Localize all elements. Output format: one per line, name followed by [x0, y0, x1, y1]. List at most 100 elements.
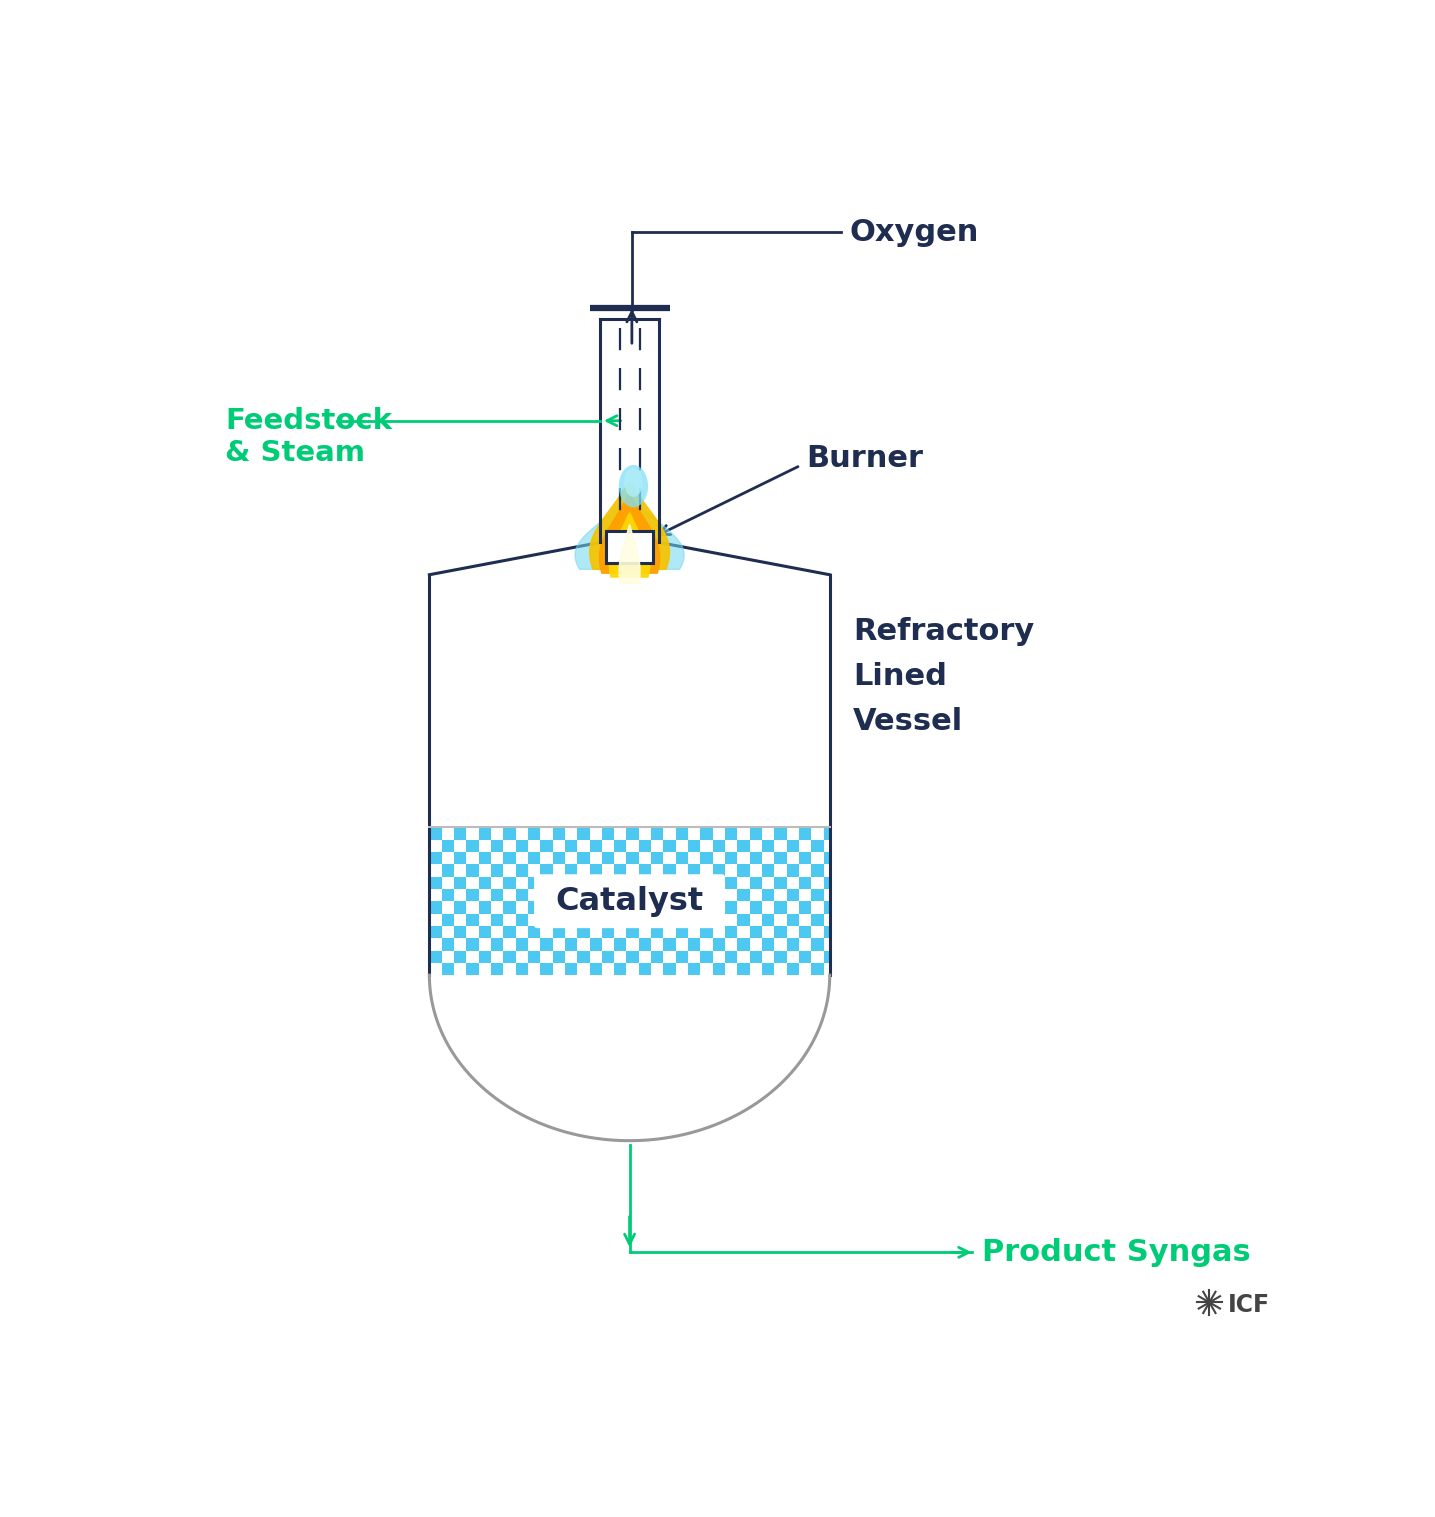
Bar: [491, 839, 504, 853]
Bar: [515, 938, 528, 951]
Bar: [601, 839, 614, 853]
Bar: [775, 877, 786, 889]
Bar: [479, 951, 491, 963]
Bar: [811, 925, 824, 938]
Bar: [775, 865, 786, 877]
Bar: [700, 963, 713, 975]
Bar: [504, 889, 515, 901]
Bar: [639, 865, 651, 877]
Bar: [479, 853, 491, 865]
Bar: [749, 827, 762, 839]
Bar: [786, 938, 799, 951]
Bar: [651, 938, 663, 951]
Bar: [479, 913, 491, 925]
Bar: [713, 951, 725, 963]
Bar: [639, 901, 651, 913]
Bar: [466, 839, 479, 853]
Bar: [700, 925, 713, 938]
Bar: [676, 925, 689, 938]
Bar: [663, 938, 676, 951]
Bar: [590, 853, 601, 865]
Bar: [676, 877, 689, 889]
Bar: [676, 827, 689, 839]
Bar: [565, 827, 577, 839]
Bar: [824, 827, 829, 839]
Bar: [614, 901, 627, 913]
Bar: [540, 951, 552, 963]
Bar: [663, 889, 676, 901]
Bar: [528, 901, 540, 913]
Bar: [725, 877, 738, 889]
Bar: [466, 853, 479, 865]
Bar: [552, 951, 565, 963]
Bar: [738, 901, 749, 913]
Bar: [786, 889, 799, 901]
Bar: [515, 865, 528, 877]
Bar: [466, 925, 479, 938]
Bar: [700, 839, 713, 853]
Bar: [515, 925, 528, 938]
Bar: [725, 853, 738, 865]
Bar: [811, 877, 824, 889]
Bar: [811, 827, 824, 839]
Bar: [442, 925, 453, 938]
Bar: [453, 827, 466, 839]
Bar: [453, 877, 466, 889]
Bar: [552, 963, 565, 975]
Bar: [700, 901, 713, 913]
Bar: [540, 913, 552, 925]
Bar: [552, 925, 565, 938]
Bar: [491, 877, 504, 889]
Bar: [676, 865, 689, 877]
Bar: [577, 925, 590, 938]
Bar: [762, 827, 775, 839]
Bar: [824, 938, 829, 951]
Bar: [540, 853, 552, 865]
Bar: [738, 877, 749, 889]
Bar: [515, 853, 528, 865]
Bar: [799, 827, 811, 839]
Bar: [811, 963, 824, 975]
Bar: [725, 901, 738, 913]
Bar: [762, 913, 775, 925]
Bar: [700, 951, 713, 963]
Bar: [651, 951, 663, 963]
Bar: [738, 963, 749, 975]
Bar: [453, 951, 466, 963]
Bar: [479, 877, 491, 889]
Bar: [725, 938, 738, 951]
Bar: [442, 901, 453, 913]
Bar: [528, 827, 540, 839]
Bar: [811, 951, 824, 963]
Bar: [601, 877, 614, 889]
Bar: [689, 839, 700, 853]
Text: Oxygen: Oxygen: [850, 217, 979, 247]
Bar: [639, 951, 651, 963]
Bar: [651, 925, 663, 938]
Bar: [762, 877, 775, 889]
Bar: [762, 938, 775, 951]
Bar: [700, 877, 713, 889]
Bar: [614, 865, 627, 877]
Bar: [601, 913, 614, 925]
Bar: [565, 913, 577, 925]
Bar: [601, 901, 614, 913]
Bar: [479, 901, 491, 913]
Bar: [515, 913, 528, 925]
Bar: [663, 827, 676, 839]
Bar: [749, 839, 762, 853]
Bar: [528, 938, 540, 951]
Bar: [627, 913, 639, 925]
Bar: [700, 913, 713, 925]
Bar: [466, 889, 479, 901]
Bar: [689, 963, 700, 975]
Bar: [725, 839, 738, 853]
Bar: [429, 827, 829, 975]
Bar: [442, 889, 453, 901]
Bar: [799, 951, 811, 963]
Bar: [738, 853, 749, 865]
Bar: [725, 865, 738, 877]
Bar: [466, 901, 479, 913]
Bar: [577, 853, 590, 865]
Bar: [775, 938, 786, 951]
